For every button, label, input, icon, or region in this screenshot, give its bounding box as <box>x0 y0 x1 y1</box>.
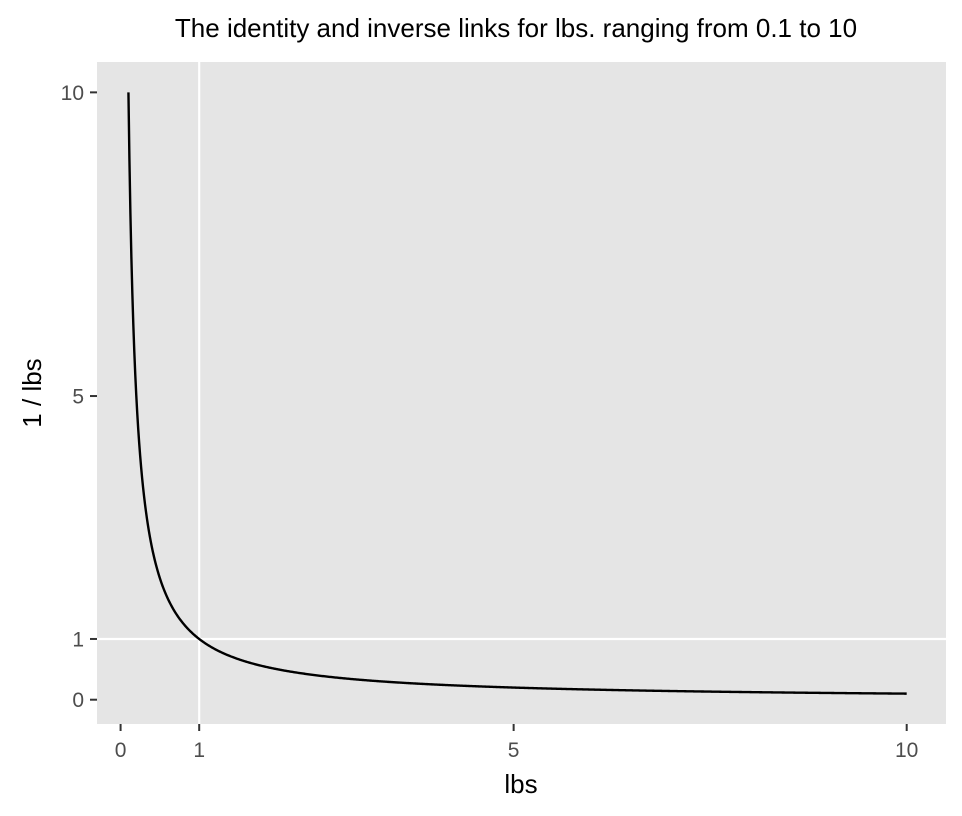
plot-panel <box>97 62 946 724</box>
series-layer <box>127 92 907 695</box>
series-line-0 <box>127 92 907 695</box>
x-tick-label: 1 <box>193 739 205 762</box>
y-tick-label: 1 <box>72 628 84 651</box>
gridlines <box>97 62 946 724</box>
y-axis-title: 1 / lbs <box>17 358 47 427</box>
y-tick-label: 5 <box>72 386 84 409</box>
x-tick-label: 5 <box>508 739 520 762</box>
y-tick-label: 10 <box>61 82 84 105</box>
chart-title: The identity and inverse links for lbs. … <box>175 13 857 43</box>
y-axis: 0 1 5 10 <box>61 82 97 712</box>
x-tick-label: 0 <box>115 739 127 762</box>
x-axis-title: lbs <box>504 769 537 799</box>
y-tick-label: 0 <box>72 689 84 712</box>
x-axis: 0 1 5 10 <box>115 724 918 762</box>
x-tick-label: 10 <box>895 739 918 762</box>
